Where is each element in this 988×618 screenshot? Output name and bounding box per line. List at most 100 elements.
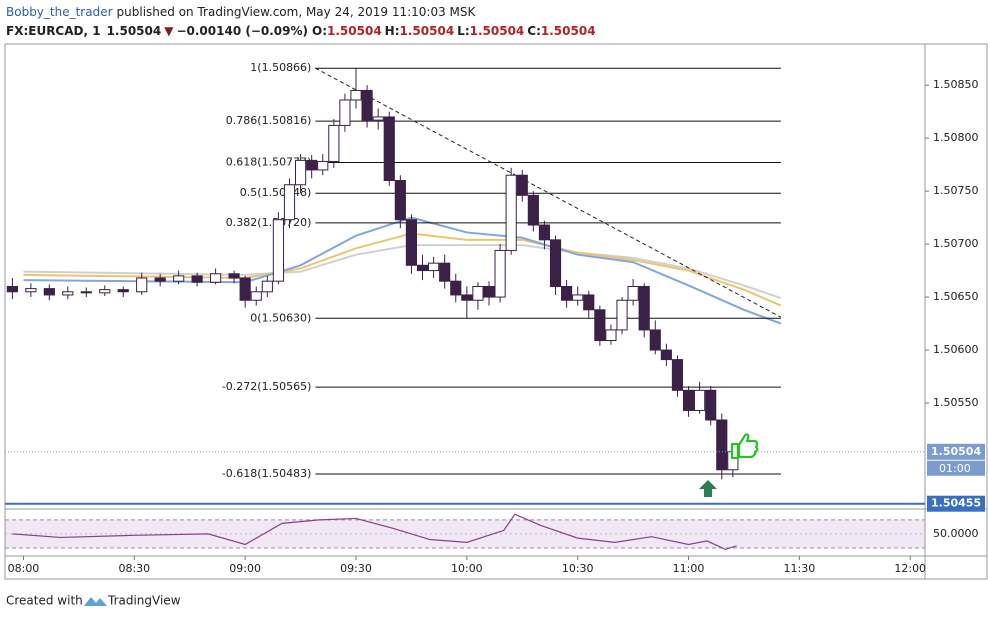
x-tick-label: 11:00 <box>673 562 705 575</box>
ohlc-label: L: <box>457 24 469 38</box>
fib-label: 0.786(1.50816) <box>226 114 312 127</box>
fib-label: -0.272(1.50565) <box>222 380 312 393</box>
candle-body <box>660 349 672 361</box>
ohlc-value: 1.50504 <box>327 24 382 38</box>
candle-body <box>494 249 506 298</box>
candle-body <box>716 419 728 471</box>
candle-body <box>572 294 584 301</box>
candle-body <box>99 289 111 294</box>
candle-body <box>317 160 329 171</box>
candle-body <box>328 124 340 162</box>
author: Bobby_the_trader <box>6 5 113 19</box>
plot: 1.50850 1.50800 1.50750 1.50700 1.50650 1.506… <box>5 61 985 575</box>
candle-body <box>191 275 203 283</box>
trendline <box>315 67 782 318</box>
candle-body <box>671 359 684 391</box>
y-tick-label: 1.50650 <box>933 290 979 303</box>
candle-body <box>472 285 484 301</box>
x-tick-label: 12:00 <box>894 562 926 575</box>
symbol-line: FX:EURCAD, 1 1.50504 ▼ −0.00140 (−0.09%) O:1… <box>6 24 596 38</box>
candle-body <box>605 329 617 342</box>
countdown-badge <box>927 460 985 476</box>
change: −0.00140 (−0.09%) <box>176 24 308 38</box>
candle-body <box>261 280 273 293</box>
ohlc-label: C: <box>527 24 541 38</box>
candle-body <box>405 219 418 266</box>
y-tick-label: 1.50800 <box>933 131 979 144</box>
candle-body <box>549 239 562 287</box>
fib-label: -0.618(1.50483) <box>222 467 312 480</box>
last-price-badge <box>927 443 985 460</box>
brand-logo <box>84 597 107 606</box>
candle-body <box>136 277 148 293</box>
candle-body <box>428 262 440 272</box>
footer-brand: TradingView <box>107 594 181 608</box>
thumbs-up-icon <box>730 433 759 460</box>
fib-label: 0.618(1.50777) <box>226 156 312 169</box>
ohlc-value: 1.50504 <box>541 24 596 38</box>
moving-average <box>23 232 782 307</box>
candle-body <box>461 294 473 301</box>
candle-body <box>627 285 639 301</box>
header-line: Bobby_the_trader published on TradingView… <box>6 5 477 19</box>
candle-body <box>483 285 495 298</box>
candle-body <box>450 280 462 296</box>
support-badge <box>927 495 985 512</box>
candle-body <box>383 116 395 182</box>
candle-body <box>694 389 706 411</box>
candle-body <box>250 291 262 301</box>
candle-body <box>283 184 296 221</box>
candle-body <box>210 273 222 283</box>
candle-body <box>527 194 539 226</box>
candle-body <box>705 389 717 421</box>
candle-body <box>306 159 318 171</box>
candle-body <box>394 180 406 221</box>
candle-body <box>173 275 185 282</box>
x-tick-label: 09:00 <box>229 562 261 575</box>
candle-body <box>80 291 92 294</box>
candle-body <box>616 299 628 331</box>
candle-body <box>594 309 606 342</box>
footer-created: Created with <box>6 594 83 608</box>
support-label: 1.50455 <box>931 497 981 510</box>
countdown-label: 01:00 <box>939 462 971 475</box>
y-tick-label: 1.50600 <box>933 343 979 356</box>
candle-body <box>516 174 528 196</box>
last-price-label: 1.50504 <box>931 445 981 458</box>
x-tick-label: 08:00 <box>8 562 40 575</box>
candle-body <box>154 277 166 282</box>
candle-body <box>682 389 695 411</box>
candle-body <box>62 291 74 296</box>
candle-body <box>638 285 650 331</box>
y-tick-label: 1.50550 <box>933 396 979 409</box>
fib-label: 0(1.50630) <box>250 311 311 324</box>
x-tick-label: 10:30 <box>562 562 594 575</box>
candle-body <box>372 116 384 121</box>
candle-body <box>505 174 517 251</box>
candle-body <box>583 294 595 311</box>
candle-body <box>538 224 551 241</box>
ohlc-value: 1.50504 <box>470 24 525 38</box>
candle-body <box>361 89 373 121</box>
x-tick-label: 08:30 <box>118 562 150 575</box>
moving-average <box>23 216 782 325</box>
x-tick-label: 09:30 <box>340 562 372 575</box>
fib-label: 0.382(1.50720) <box>226 216 312 229</box>
candle-body <box>416 264 429 272</box>
x-tick-label: 11:30 <box>784 562 816 575</box>
moving-average <box>23 244 782 300</box>
symbol: FX:EURCAD, 1 <box>6 24 101 38</box>
up-arrow-icon <box>699 480 717 497</box>
candle-body <box>649 329 661 351</box>
candle-body <box>228 273 240 279</box>
y-tick-label: 1.50700 <box>933 237 979 250</box>
ohlc-label: O: <box>312 24 327 38</box>
candle-body <box>272 219 284 282</box>
fib-label: 1(1.50866) <box>250 61 311 74</box>
rsi-tick-label: 50.0000 <box>933 527 979 540</box>
rsi-line <box>12 513 737 551</box>
candle-body <box>295 159 307 186</box>
ohlc-value: 1.50504 <box>400 24 455 38</box>
y-tick-label: 1.50750 <box>933 184 979 197</box>
